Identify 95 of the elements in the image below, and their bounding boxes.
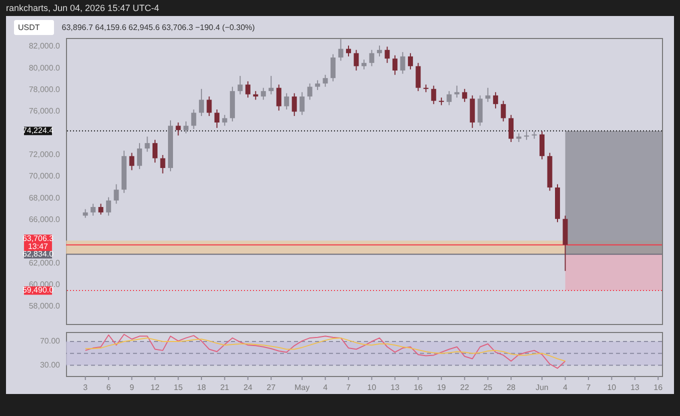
x-tick-label: 18 xyxy=(197,383,206,392)
candlestick xyxy=(106,196,112,216)
x-tick-label: 15 xyxy=(174,383,184,392)
x-tick-label: 13 xyxy=(630,383,640,392)
x-tick-label: 3 xyxy=(83,383,88,392)
candlestick xyxy=(330,54,336,82)
line-series xyxy=(84,337,566,362)
candlestick xyxy=(540,130,545,160)
candlestick xyxy=(462,88,468,102)
candlestick xyxy=(238,75,243,95)
line-series xyxy=(84,334,566,369)
text: rankcharts, Jun 04, 2026 15:47 UTC-4 xyxy=(5,2,160,15)
y-tick-label: 76,000.0 xyxy=(28,106,61,116)
candlestick xyxy=(152,139,158,164)
candlestick xyxy=(222,114,228,126)
candlestick xyxy=(160,154,166,174)
candlestick xyxy=(369,49,374,67)
y-tick-label: 62,000.0 xyxy=(28,258,61,268)
y-tick-label: 80,000.0 xyxy=(28,63,61,72)
candlestick xyxy=(206,96,212,116)
x-tick-label: 9 xyxy=(130,383,135,392)
candlestick xyxy=(354,49,359,71)
x-tick-label: 27 xyxy=(266,383,276,392)
candlestick xyxy=(446,90,452,106)
x-tick-label: 24 xyxy=(243,383,253,392)
candlestick xyxy=(114,184,119,204)
candlestick xyxy=(292,92,297,116)
candlestick xyxy=(90,203,96,216)
y-tick-label: 68,000.0 xyxy=(28,193,61,202)
candlestick xyxy=(431,85,436,105)
candlestick xyxy=(470,94,475,128)
x-tick-label: 4 xyxy=(563,383,568,392)
text: 63,896.7 64,159.6 62,945.6 63,706.3 −190.4 (−0.30%) xyxy=(62,23,255,32)
candlestick xyxy=(144,136,150,152)
y-tick-label: 30.00 xyxy=(40,360,61,370)
candlestick xyxy=(284,92,290,110)
x-tick-label: 19 xyxy=(436,383,446,392)
x-tick-label: 7 xyxy=(586,383,592,392)
candlestick xyxy=(493,92,498,109)
x-tick-label: 4 xyxy=(323,383,328,392)
y-tick-label: 82,000.0 xyxy=(28,42,61,51)
x-tick-label: May xyxy=(294,383,310,392)
x-tick-label: 13 xyxy=(390,383,400,392)
candlestick xyxy=(485,87,490,102)
candlestick xyxy=(98,203,104,216)
candlestick xyxy=(376,45,382,57)
candlestick xyxy=(198,88,204,116)
x-tick-label: 10 xyxy=(607,383,617,392)
candlestick xyxy=(129,152,134,171)
candlestick xyxy=(532,130,537,140)
candlestick xyxy=(500,100,506,122)
y-tick-label: 78,000.0 xyxy=(28,85,61,94)
candlestick xyxy=(176,122,181,136)
candlestick xyxy=(362,59,366,70)
y-tick-label: 66,000.0 xyxy=(28,215,61,224)
candlestick xyxy=(191,109,196,130)
candlestick xyxy=(408,52,413,70)
candlestick xyxy=(307,83,312,100)
x-tick-label: 21 xyxy=(220,383,230,392)
y-tick-label: 72,000.0 xyxy=(28,150,61,159)
x-tick-label: 12 xyxy=(150,383,160,392)
candlestick xyxy=(322,74,328,88)
candlestick xyxy=(454,85,460,98)
candlestick xyxy=(400,52,406,74)
x-tick-label: 16 xyxy=(654,383,664,392)
candlestick xyxy=(260,87,266,100)
x-tick-label: 6 xyxy=(106,383,112,392)
text: 13:47 xyxy=(28,242,49,251)
candlestick xyxy=(315,80,320,90)
x-tick-label: 28 xyxy=(506,383,516,392)
candlestick xyxy=(214,109,220,128)
y-tick-label: 70,000.0 xyxy=(28,172,61,181)
candlestick xyxy=(392,54,398,76)
x-tick-label: Jun xyxy=(536,383,548,392)
candlestick xyxy=(300,92,305,116)
y-tick-label: 58,000.0 xyxy=(28,302,61,311)
x-tick-label: 10 xyxy=(367,383,377,392)
x-tick-label: 7 xyxy=(346,383,352,392)
candlestick xyxy=(183,120,188,134)
candlestick xyxy=(245,80,250,98)
candlestick xyxy=(524,130,530,140)
y-tick-label: 70.00 xyxy=(40,336,61,346)
candlestick xyxy=(384,46,390,64)
candlestick xyxy=(137,142,142,170)
candlestick xyxy=(338,38,344,62)
x-tick-label: 16 xyxy=(414,383,424,392)
candlestick xyxy=(276,84,282,112)
x-tick-label: 25 xyxy=(483,383,493,392)
candlestick xyxy=(416,62,421,92)
candlestick xyxy=(478,94,483,126)
candlestick xyxy=(268,75,274,95)
x-tick-label: 22 xyxy=(460,383,470,392)
text: USDT xyxy=(14,20,54,35)
candlestick xyxy=(508,114,514,142)
candlestick xyxy=(346,45,352,57)
